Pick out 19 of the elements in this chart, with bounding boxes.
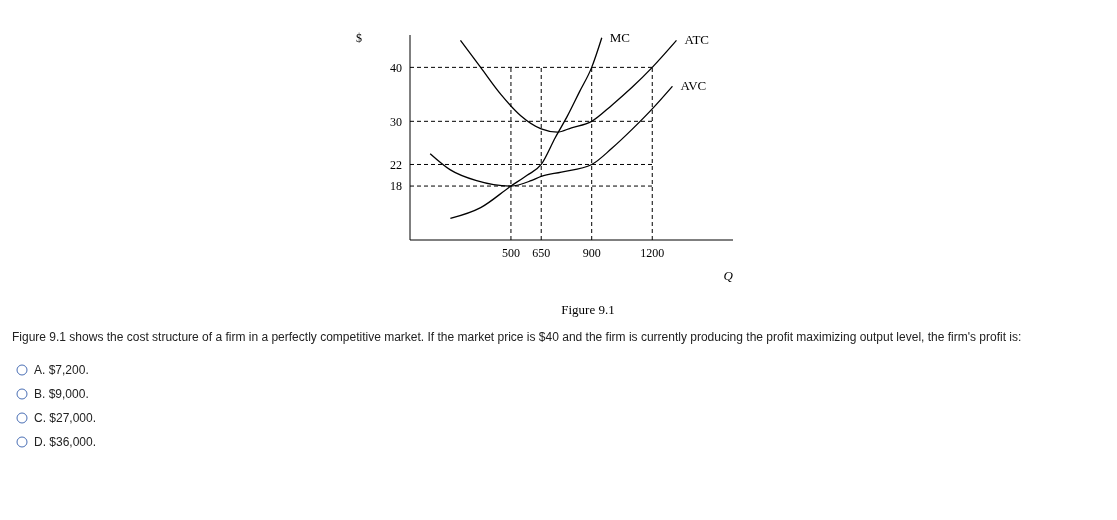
y-tick-label: 40 — [390, 60, 402, 75]
caption: Figure 9.1 shows the cost structure of a firm in a perfectly competitive market. If the market price is $40 and the firm is currently producing the profit maximizing output level, the firm's profit is: — [12, 330, 1023, 344]
series-label: ATC — [684, 32, 710, 48]
x-axis-title: Q — [723, 268, 734, 283]
text: Figure 9.1 — [560, 302, 616, 318]
x-tick-label: 650 — [532, 245, 551, 260]
x-tick-label: 500 — [501, 245, 520, 260]
y-axis-title: $ — [356, 30, 362, 45]
x-tick-label: 900 — [582, 245, 601, 260]
series-label: AVC — [680, 78, 707, 94]
text: B. $9,000. — [34, 387, 89, 401]
x-tick-label: 1200 — [640, 245, 665, 260]
y-tick-label: 22 — [390, 157, 402, 172]
y-tick-label: 30 — [390, 114, 402, 129]
text: C. $27,000. — [34, 411, 97, 425]
text: D. $36,000. — [34, 435, 97, 449]
text: A. $7,200. — [34, 363, 89, 377]
y-tick-label: 18 — [390, 179, 402, 194]
series-label: MC — [609, 29, 631, 45]
